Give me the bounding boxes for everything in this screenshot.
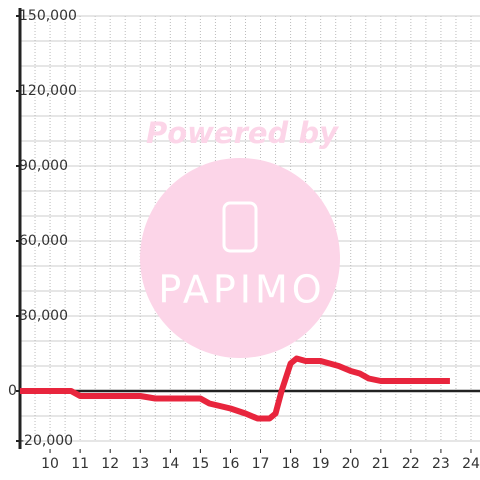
watermark: Powered by PAPIMO <box>140 116 340 358</box>
x-tick-label: 11 <box>71 456 89 472</box>
x-tick-label: 21 <box>372 456 390 472</box>
y-tick-label: 30,000 <box>19 308 68 324</box>
x-tick-label: 20 <box>342 456 360 472</box>
x-tick-label: 10 <box>41 456 59 472</box>
x-tick-label: 16 <box>222 456 240 472</box>
x-tick-label: 18 <box>282 456 300 472</box>
plot: -20,000 0 30,000 60,000 90,000 120,000 150,000… <box>8 8 480 472</box>
y-tick-label: 120,000 <box>19 83 77 99</box>
y-tick-label: 60,000 <box>19 233 68 249</box>
y-tick-label: -20,000 <box>19 433 73 449</box>
grid <box>16 15 480 442</box>
y-tick-label: 90,000 <box>19 158 68 174</box>
phone-icon <box>222 201 258 253</box>
x-tick-label: 12 <box>101 456 119 472</box>
watermark-circle <box>140 158 340 358</box>
x-tick-label: 14 <box>161 456 179 472</box>
y-tick-label: 0 <box>8 383 17 399</box>
x-tick-label: 13 <box>131 456 149 472</box>
x-tick-label: 24 <box>462 456 480 472</box>
x-tick-label: 15 <box>191 456 209 472</box>
x-tick-label: 19 <box>312 456 330 472</box>
watermark-text: Powered by <box>146 116 339 150</box>
data-line <box>20 355 450 422</box>
x-tick-label: 17 <box>252 456 270 472</box>
y-tick-label: 150,000 <box>19 8 77 24</box>
x-tick-label: 23 <box>432 456 450 472</box>
x-tick-label: 22 <box>402 456 420 472</box>
watermark-text: PAPIMO <box>158 268 325 312</box>
